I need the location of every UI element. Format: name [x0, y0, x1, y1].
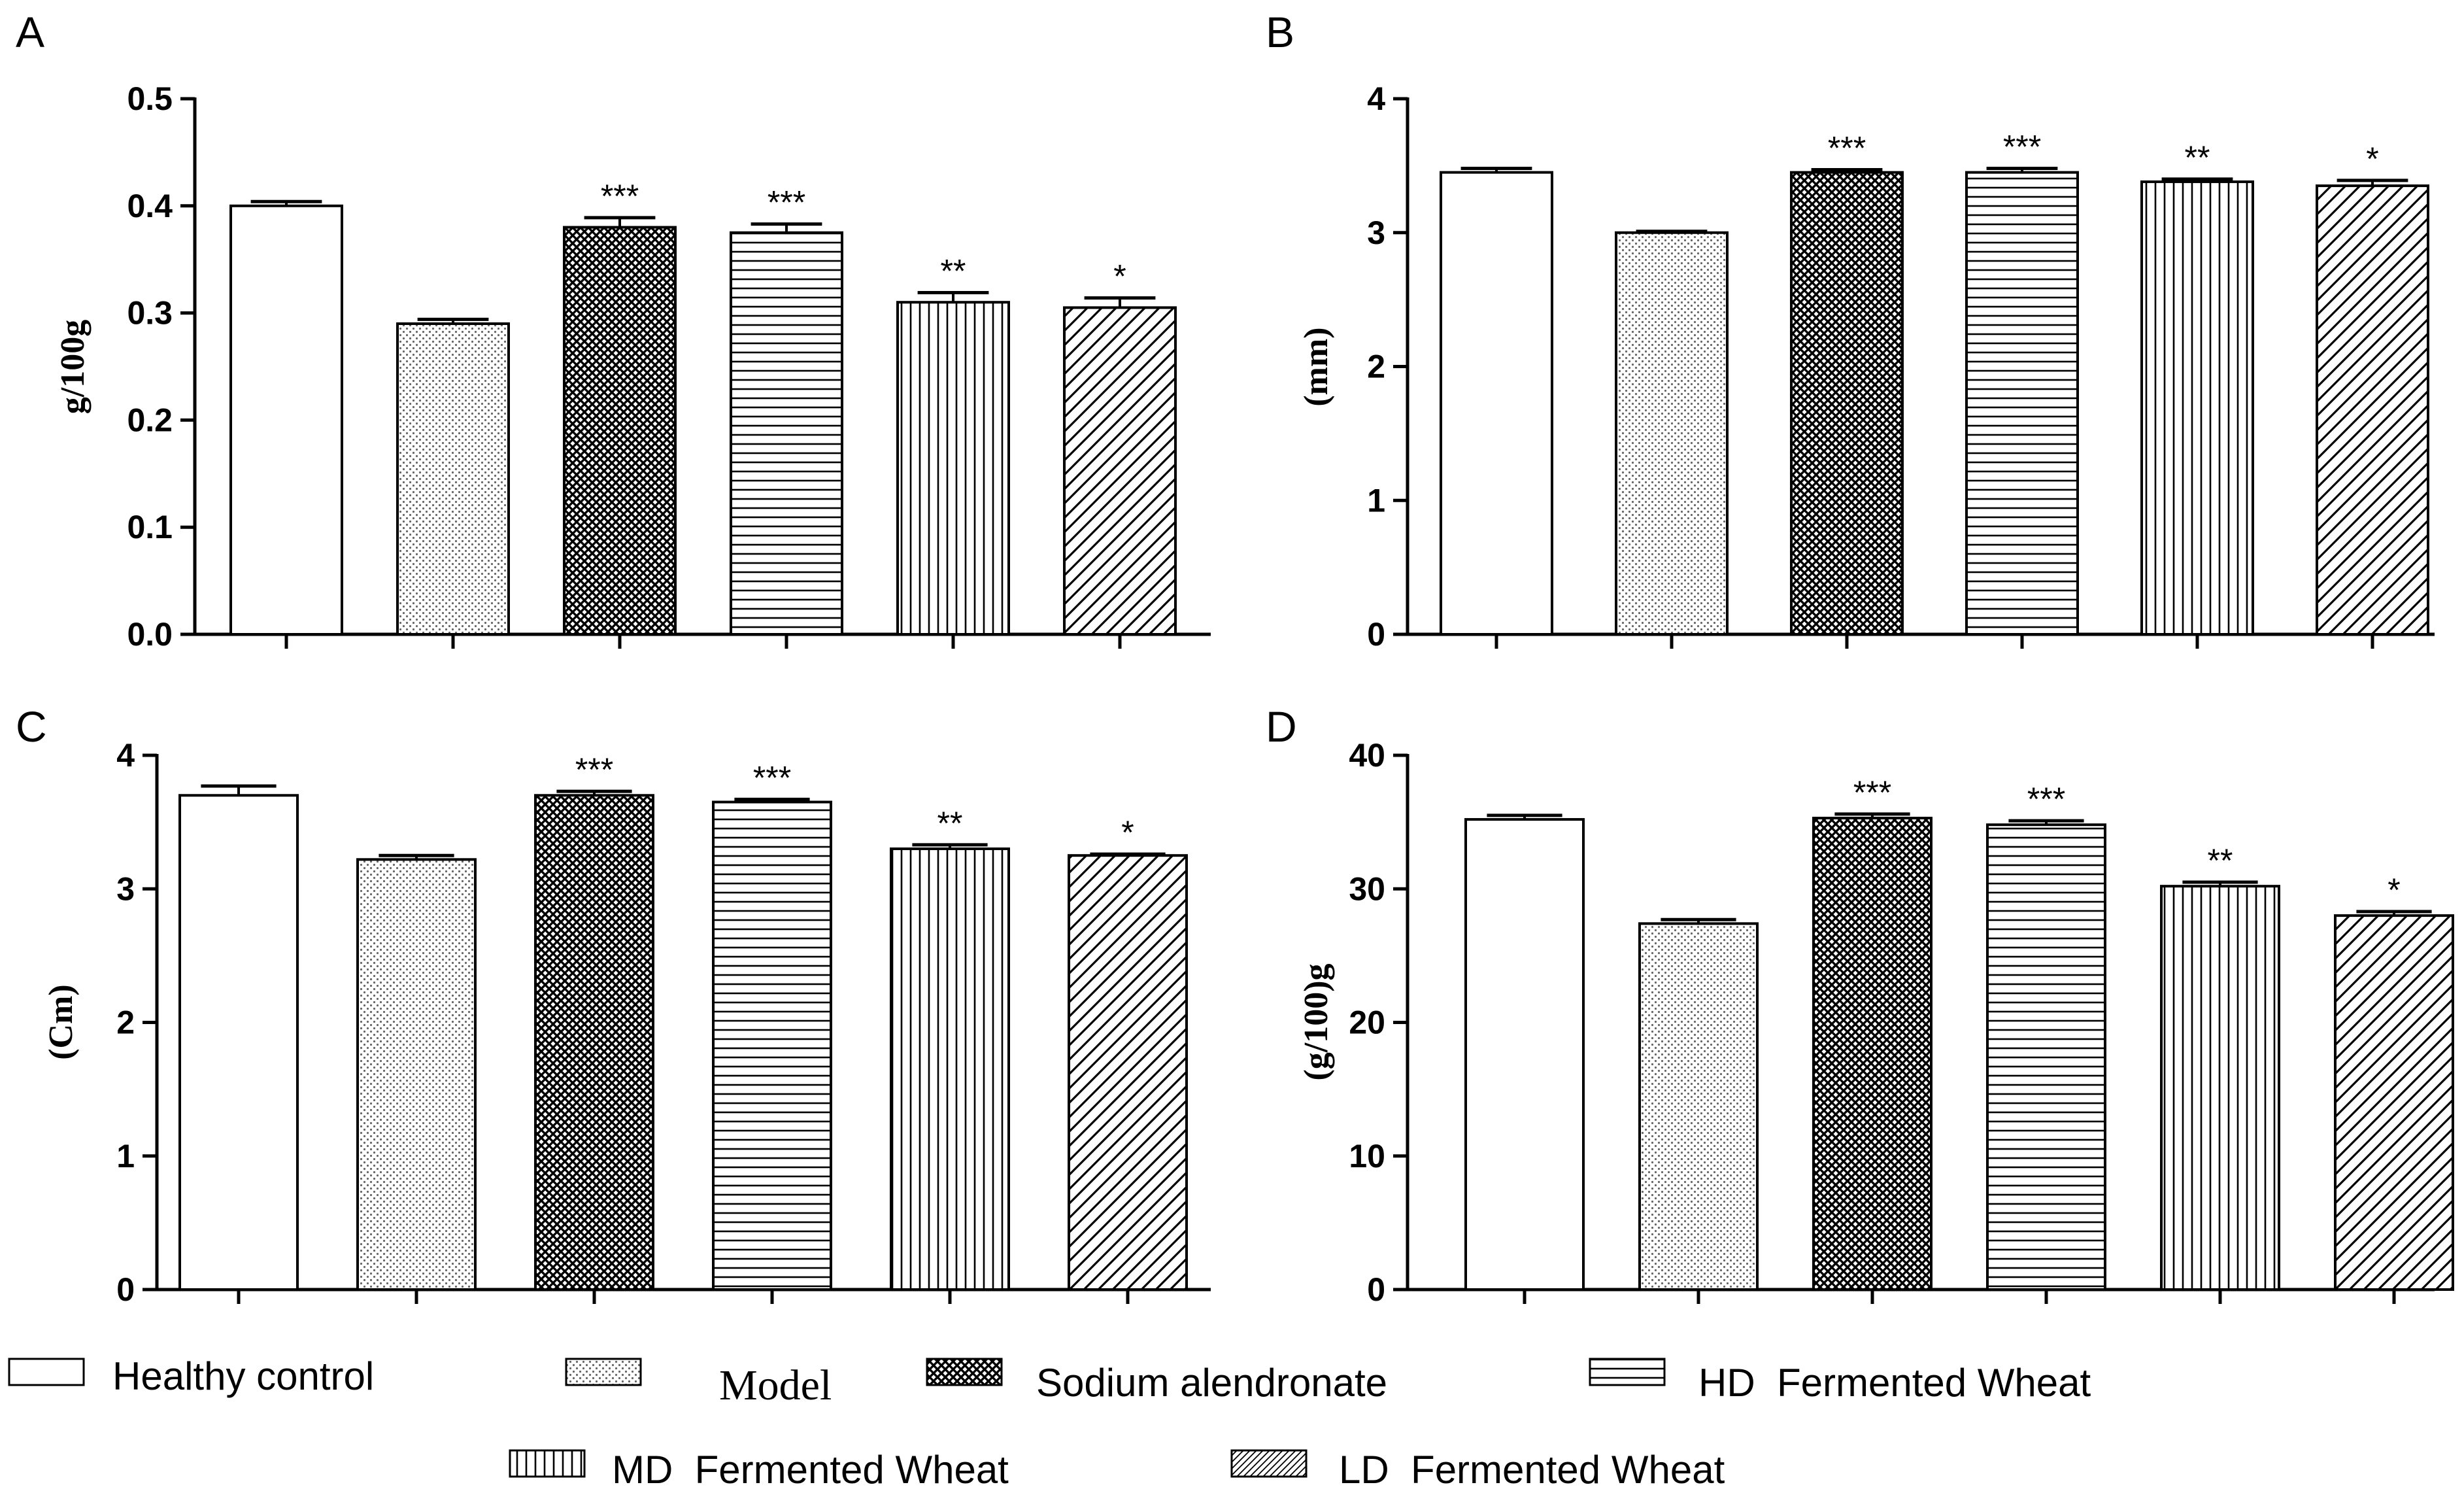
bar-d-ld-fermented-wheat — [2334, 914, 2454, 1291]
y-tick-label-a: 0.3 — [127, 295, 173, 332]
significance-label-a-hd-fermented-wheat: *** — [768, 184, 805, 221]
y-axis-label-d: (g/100)g — [1298, 963, 1335, 1080]
y-tick-label-a: 0.5 — [127, 80, 173, 117]
legend-label-md-fermented-wheat: MD Fermented Wheat — [612, 1448, 1009, 1489]
bar-d-sodium-alendronate — [1812, 816, 1932, 1292]
bar-b-sodium-alendronate — [1790, 171, 1904, 636]
y-tick-label-b: 0 — [1367, 616, 1385, 653]
y-tick-label-a: 0.0 — [127, 616, 173, 653]
y-tick-label-b: 2 — [1367, 349, 1385, 385]
panel-letter-c: C — [16, 702, 47, 751]
y-tick-label-c: 2 — [116, 1004, 135, 1041]
y-axis-label-b: (mm) — [1298, 327, 1335, 406]
bar-c-healthy-control — [178, 794, 299, 1291]
bar-a-md-fermented-wheat — [896, 301, 1010, 636]
legend-label-model: Model — [719, 1361, 832, 1409]
y-tick-label-d: 20 — [1349, 1004, 1385, 1041]
bar-b-hd-fermented-wheat — [1965, 171, 2079, 636]
y-tick-label-a: 0.1 — [127, 509, 173, 545]
bar-b-healthy-control — [1440, 171, 1553, 636]
bar-d-healthy-control — [1464, 818, 1585, 1292]
bar-a-hd-fermented-wheat — [730, 231, 843, 636]
y-tick-label-d: 40 — [1349, 737, 1385, 774]
significance-label-b-hd-fermented-wheat: *** — [2003, 128, 2041, 165]
y-tick-label-b: 4 — [1367, 80, 1385, 117]
legend-swatch-healthy-control — [8, 1358, 85, 1386]
significance-label-c-md-fermented-wheat: ** — [937, 805, 963, 842]
legend-label-hd-fermented-wheat: HD Fermented Wheat — [1698, 1361, 2091, 1405]
significance-label-b-sodium-alendronate: *** — [1828, 130, 1866, 167]
bar-b-ld-fermented-wheat — [2316, 184, 2429, 636]
significance-label-d-ld-fermented-wheat: * — [2388, 872, 2400, 908]
y-tick-label-a: 0.4 — [127, 188, 173, 224]
bar-c-model — [356, 858, 477, 1291]
y-tick-label-d: 30 — [1349, 870, 1385, 907]
legend-swatch-md-fermented-wheat — [509, 1449, 586, 1478]
y-tick-label-c: 0 — [116, 1271, 135, 1308]
legend-label-ld-fermented-wheat: LD Fermented Wheat — [1339, 1448, 1725, 1489]
bar-c-ld-fermented-wheat — [1068, 854, 1188, 1291]
significance-label-a-md-fermented-wheat: ** — [941, 252, 966, 289]
bar-d-model — [1638, 922, 1759, 1291]
panel-letter-a: A — [16, 8, 44, 56]
bar-a-sodium-alendronate — [563, 226, 677, 636]
legend-swatch-sodium-alendronate — [926, 1358, 1003, 1386]
significance-label-d-md-fermented-wheat: ** — [2208, 842, 2233, 879]
legend-swatch-model — [565, 1358, 642, 1386]
y-tick-label-d: 10 — [1349, 1138, 1385, 1174]
significance-label-c-hd-fermented-wheat: *** — [753, 759, 791, 796]
significance-label-b-ld-fermented-wheat: * — [2366, 141, 2378, 177]
legend-label-healthy-control: Healthy control — [112, 1354, 374, 1398]
significance-label-d-hd-fermented-wheat: *** — [2027, 781, 2065, 817]
y-tick-label-b: 3 — [1367, 214, 1385, 251]
bar-a-ld-fermented-wheat — [1063, 306, 1177, 636]
bar-c-md-fermented-wheat — [890, 847, 1010, 1291]
y-axis-label-a: g/100g — [54, 320, 92, 414]
bar-b-model — [1615, 231, 1729, 636]
significance-label-a-sodium-alendronate: *** — [601, 178, 639, 214]
bar-a-healthy-control — [229, 204, 343, 636]
bar-c-sodium-alendronate — [534, 794, 654, 1291]
panel-letter-d: D — [1266, 702, 1297, 751]
significance-label-b-md-fermented-wheat: ** — [2185, 139, 2210, 176]
bar-d-hd-fermented-wheat — [1986, 823, 2106, 1291]
y-tick-label-a: 0.2 — [127, 402, 173, 438]
bar-b-md-fermented-wheat — [2140, 180, 2254, 636]
y-tick-label-c: 4 — [116, 737, 135, 774]
legend-swatch-ld-fermented-wheat — [1230, 1449, 1308, 1478]
legend: Healthy control Model Sodium alendronate HD… — [8, 1354, 2091, 1489]
y-tick-label-b: 1 — [1367, 482, 1385, 519]
bar-d-md-fermented-wheat — [2160, 885, 2280, 1292]
y-tick-label-c: 1 — [116, 1138, 135, 1174]
panel-letter-b: B — [1266, 8, 1294, 56]
chart-panel-a: A0.00.10.20.30.40.5g/100g*** ***** * — [16, 8, 1211, 653]
bar-c-hd-fermented-wheat — [712, 800, 832, 1292]
y-axis-label-c: (Cm) — [42, 984, 80, 1060]
legend-label-sodium-alendronate: Sodium alendronate — [1036, 1361, 1387, 1405]
significance-label-a-ld-fermented-wheat: * — [1113, 258, 1126, 295]
bar-a-model — [396, 322, 510, 636]
significance-label-d-sodium-alendronate: *** — [1853, 774, 1891, 811]
legend-swatch-hd-fermented-wheat — [1589, 1358, 1666, 1386]
y-tick-label-c: 3 — [116, 870, 135, 907]
y-tick-label-d: 0 — [1367, 1271, 1385, 1308]
significance-label-c-sodium-alendronate: *** — [575, 751, 613, 788]
significance-label-c-ld-fermented-wheat: * — [1121, 814, 1134, 851]
